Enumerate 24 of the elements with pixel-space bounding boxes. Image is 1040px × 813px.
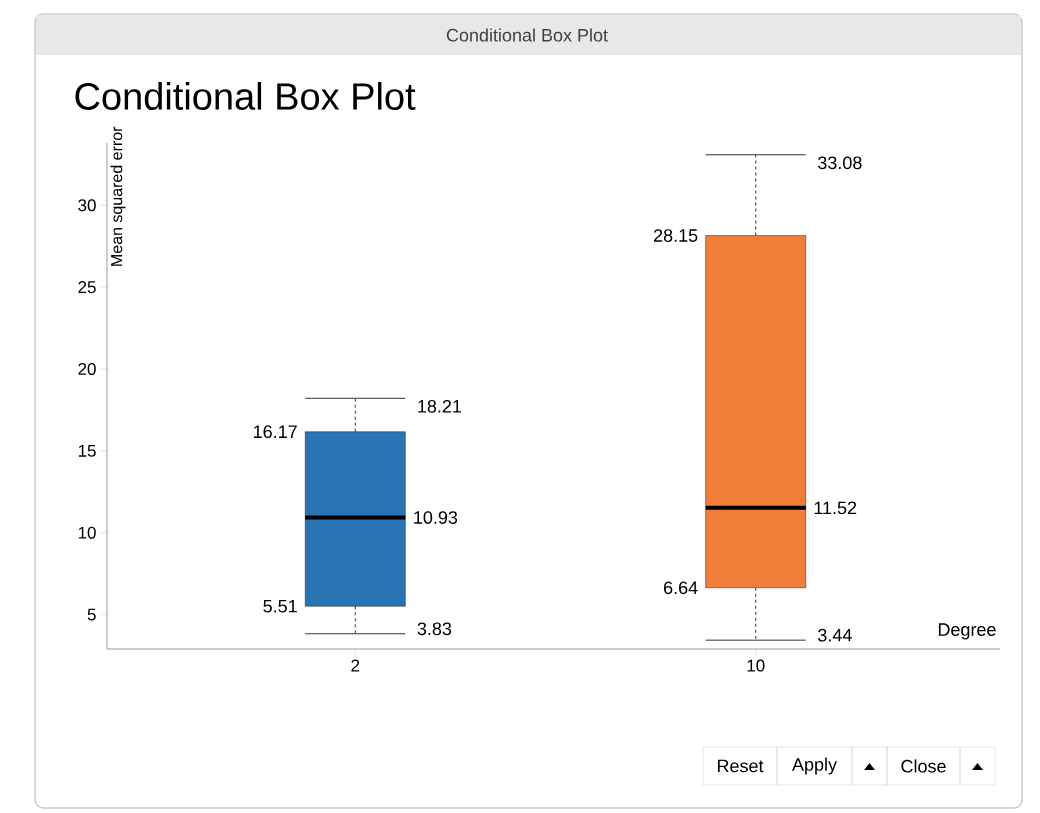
annotation: 10.93 bbox=[414, 511, 458, 524]
y-tick-label: 25 bbox=[78, 281, 96, 294]
y-tick-label: 20 bbox=[78, 362, 96, 376]
annotation: 18.21 bbox=[418, 399, 462, 413]
y-tick-label: 5 bbox=[87, 608, 96, 621]
annotation: 16.17 bbox=[254, 425, 297, 439]
text: Close bbox=[901, 759, 946, 773]
text: Apply bbox=[792, 757, 837, 775]
annotation: 11.52 bbox=[814, 501, 857, 515]
text: Conditional Box Plot bbox=[446, 28, 608, 42]
annotation: 33.08 bbox=[818, 156, 862, 170]
text: Reset bbox=[717, 759, 764, 773]
y-tick-label: 10 bbox=[78, 526, 96, 539]
x-tick-label: 2 bbox=[351, 659, 360, 672]
y-axis-title: Mean squared error bbox=[110, 126, 126, 266]
chart-title: Conditional Box Plot bbox=[75, 82, 416, 110]
annotation: 3.83 bbox=[417, 622, 452, 636]
y-tick-label: 15 bbox=[78, 444, 96, 457]
y-tick-label: 30 bbox=[78, 199, 96, 212]
x-axis-title: Degree bbox=[938, 623, 996, 640]
annotation: 5.51 bbox=[263, 599, 297, 613]
annotation: 6.64 bbox=[664, 581, 698, 595]
annotation: 3.44 bbox=[818, 628, 852, 642]
annotation: 28.15 bbox=[654, 229, 698, 242]
